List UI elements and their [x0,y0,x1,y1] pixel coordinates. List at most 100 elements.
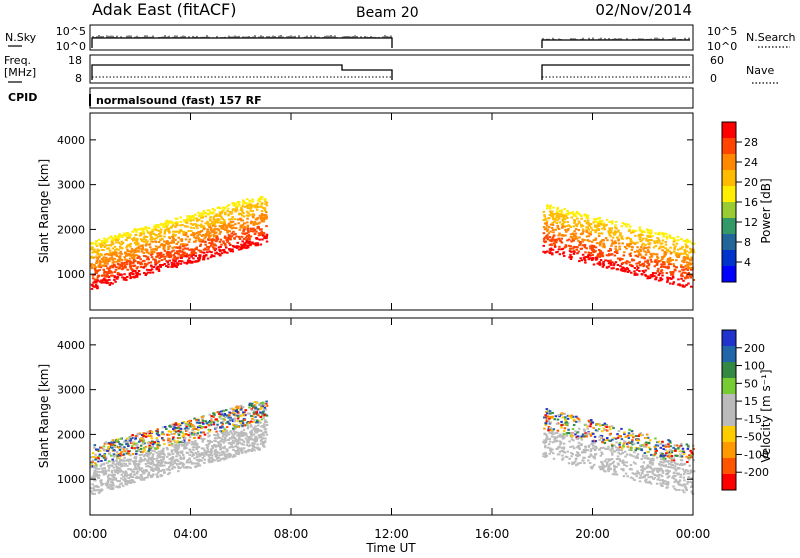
heatmap-cell [242,202,245,204]
heatmap-cell [644,261,647,263]
heatmap-cell [674,488,677,490]
heatmap-cell [575,249,578,251]
heatmap-cell [175,431,178,433]
heatmap-cell [611,253,614,255]
heatmap-cell [633,451,636,453]
heatmap-cell [156,446,159,448]
heatmap-cell [111,461,114,463]
heatmap-cell [565,435,568,437]
heatmap-cell [171,433,174,435]
heatmap-cell [615,231,618,233]
heatmap-cell [136,447,139,449]
heatmap-cell [242,245,245,247]
heatmap-cell [129,273,132,275]
heatmap-cell [105,239,108,241]
heatmap-cell [233,430,236,432]
heatmap-cell [569,250,572,252]
heatmap-cell [169,464,172,466]
heatmap-cell [209,422,212,424]
heatmap-cell [594,231,597,233]
heatmap-cell [647,247,650,249]
heatmap-cell [667,461,670,463]
heatmap-cell [159,474,162,476]
heatmap-cell [670,252,673,254]
heatmap-cell [598,235,601,237]
heatmap-cell [596,255,599,257]
heatmap-cell [208,236,211,238]
heatmap-cell [560,447,563,449]
heatmap-cell [688,459,691,461]
heatmap-cell [246,439,249,441]
heatmap-cell [240,213,243,215]
heatmap-cell [264,214,267,216]
heatmap-cell [549,438,552,440]
heatmap-cell [598,439,601,441]
heatmap-cell [690,259,693,261]
heatmap-cell [549,441,552,443]
heatmap-cell [130,251,133,253]
heatmap-cell [233,417,236,419]
heatmap-cell [571,453,574,455]
heatmap-cell [168,227,171,229]
heatmap-cell [639,226,642,228]
heatmap-cell [654,232,657,234]
heatmap-cell [674,269,677,271]
heatmap-cell [194,465,197,467]
heatmap-cell [179,224,182,226]
heatmap-cell [120,451,123,453]
heatmap-cell [221,426,224,428]
heatmap-cell [114,235,117,237]
heatmap-cell [162,226,165,228]
heatmap-cell [583,239,586,241]
heatmap-cell [652,272,655,274]
heatmap-cell [150,249,153,251]
heatmap-cell [606,219,609,221]
heatmap-cell [646,228,649,230]
heatmap-cell [661,475,664,477]
heatmap-cell [131,445,134,447]
heatmap-cell [106,482,109,484]
heatmap-cell [615,261,618,263]
heatmap-cell [218,249,221,251]
heatmap-cell [95,282,98,284]
heatmap-cell [228,414,231,416]
heatmap-cell [601,453,604,455]
heatmap-cell [617,264,620,266]
heatmap-cell [172,436,175,438]
heatmap-cell [544,228,547,230]
heatmap-cell [645,481,648,483]
heatmap-cell [623,431,626,433]
heatmap-cell [196,235,199,237]
heatmap-cell [111,241,114,243]
heatmap-cell [109,284,112,286]
heatmap-cell [663,457,666,459]
heatmap-cell [580,233,583,235]
heatmap-cell [648,251,651,253]
heatmap-cell [645,455,648,457]
heatmap-cell [250,404,253,406]
heatmap-cell [186,236,189,238]
heatmap-cell [95,285,98,287]
heatmap-cell [672,475,675,477]
heatmap-cell [177,440,180,442]
heatmap-cell [158,246,161,248]
heatmap-cell [183,448,186,450]
heatmap-cell [101,244,104,246]
heatmap-cell [167,253,170,255]
heatmap-cell [573,222,576,224]
heatmap-cell [108,272,111,274]
heatmap-cell [211,242,214,244]
heatmap-cell [672,243,675,245]
heatmap-cell [627,224,630,226]
heatmap-cell [110,455,113,457]
heatmap-cell [646,277,649,279]
heatmap-cell [118,233,121,235]
heatmap-cell [211,461,214,463]
heatmap-cell [565,456,568,458]
heatmap-cell [120,478,123,480]
heatmap-cell [122,485,125,487]
heatmap-cell [199,435,202,437]
heatmap-cell [658,248,661,250]
heatmap-cell [591,466,594,468]
heatmap-cell [672,486,675,488]
